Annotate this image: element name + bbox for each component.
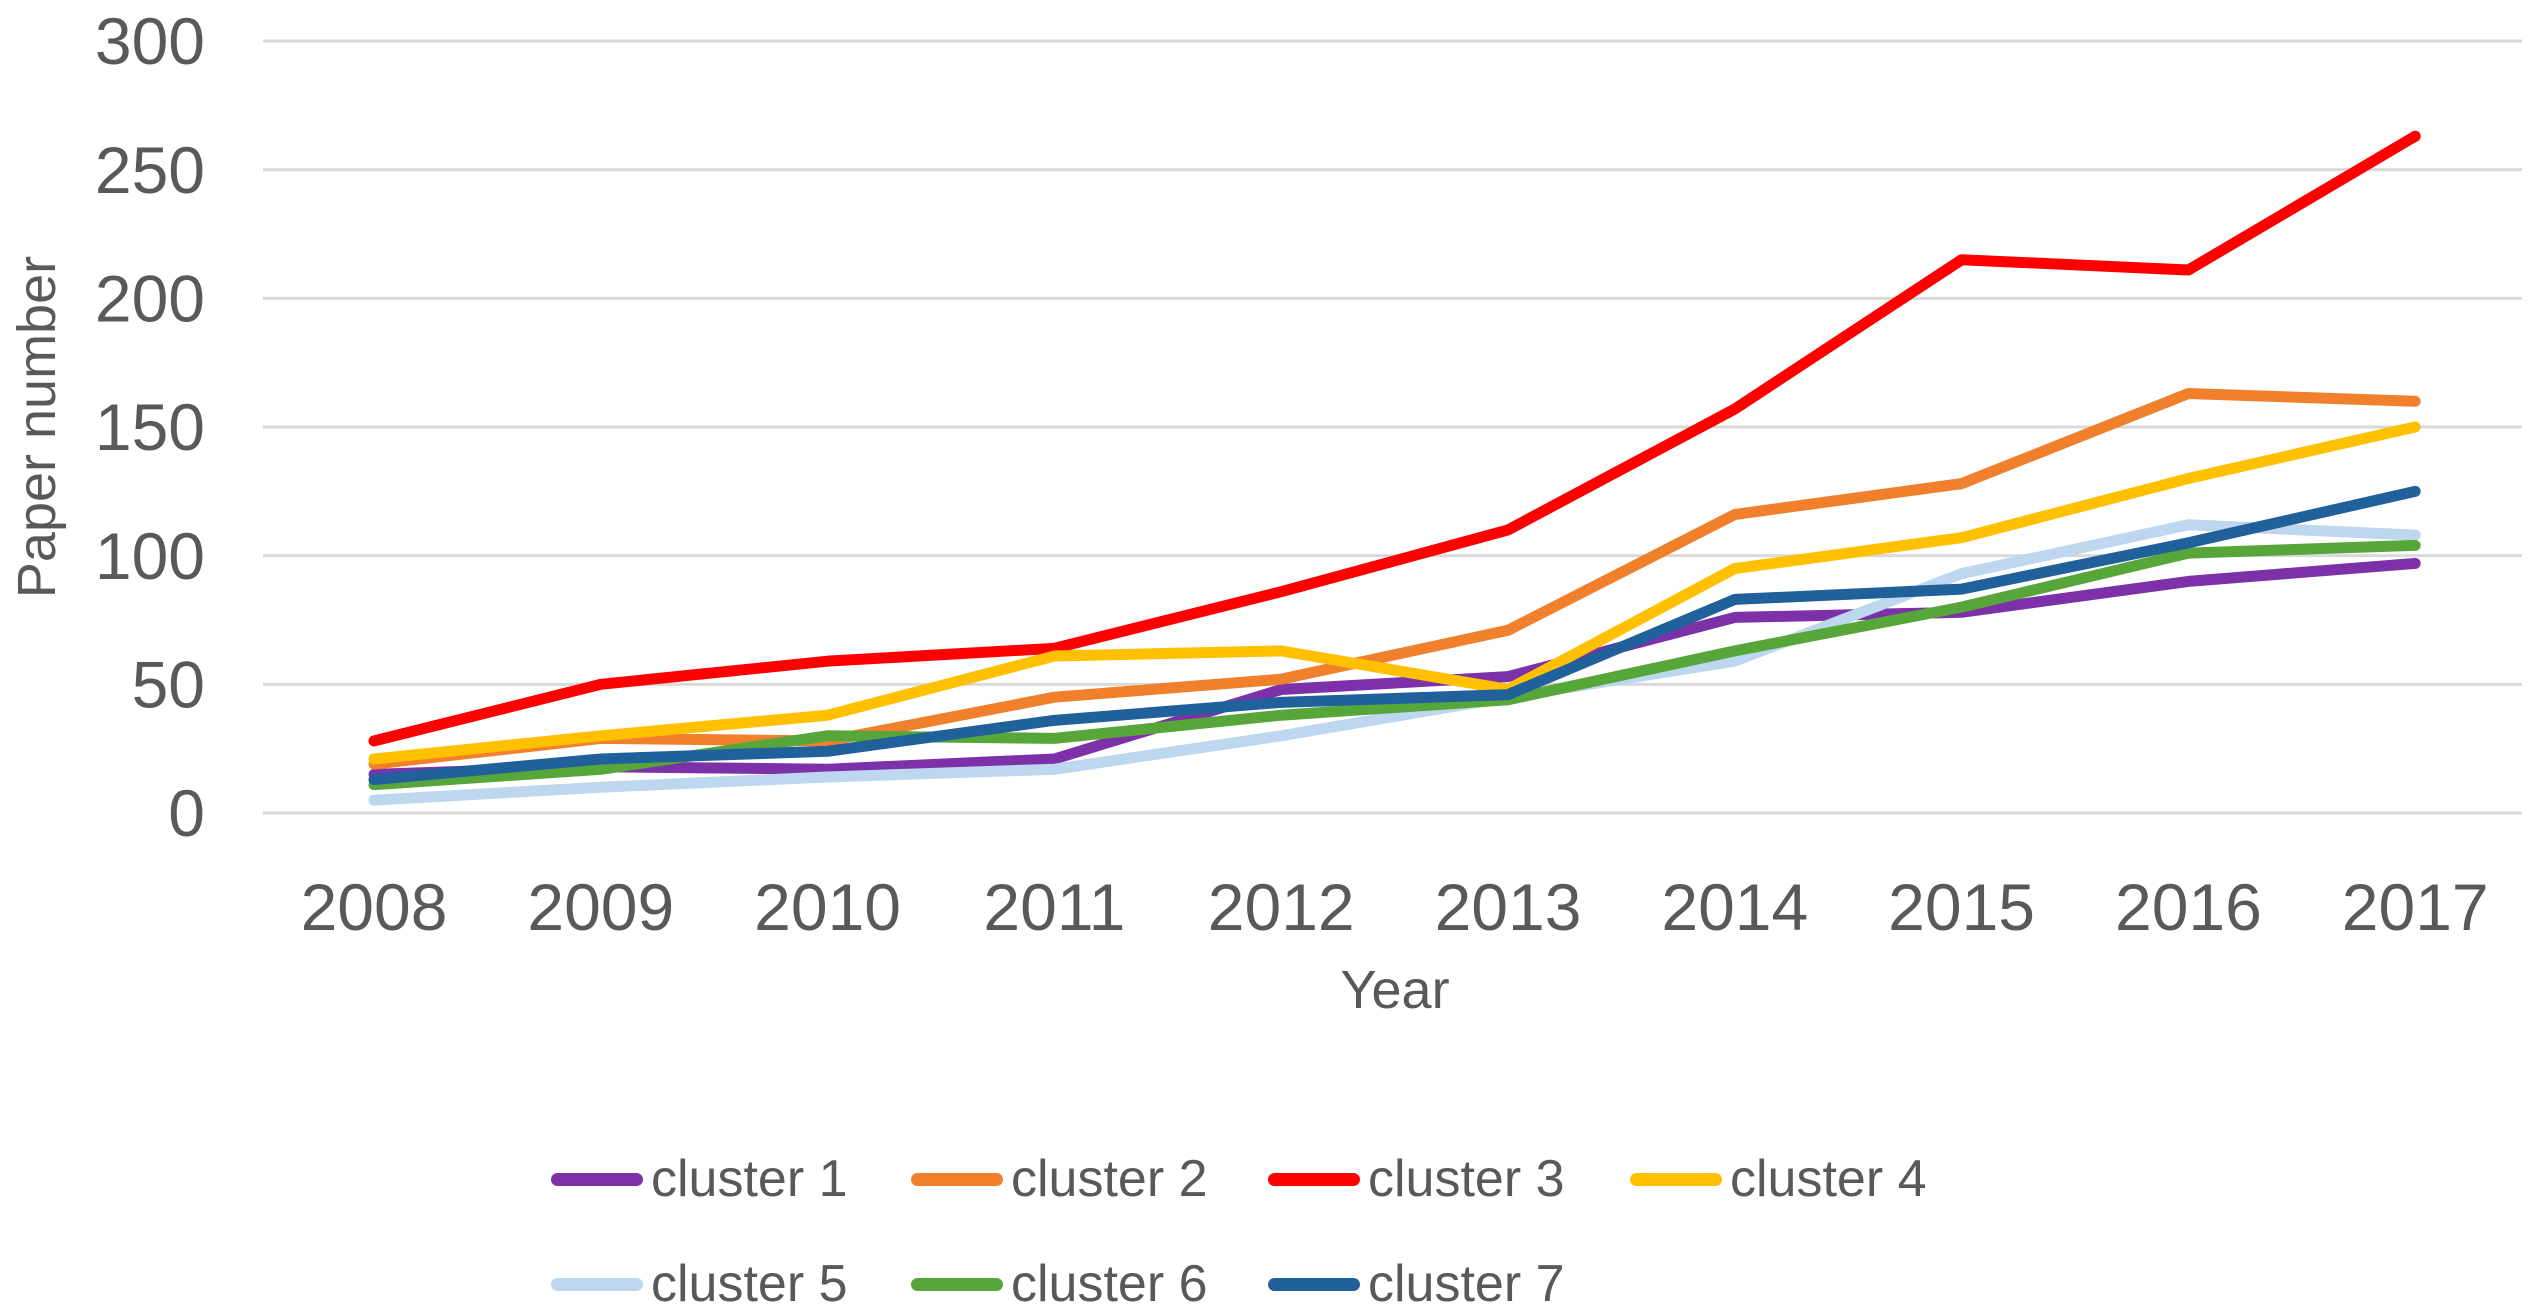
y-tick-label: 300 (95, 4, 205, 78)
x-axis-tick-labels: 2008 2009 2010 2011 2012 2013 2014 2015 2016 2017 (301, 870, 2489, 944)
x-tick-label: 2016 (2115, 870, 2262, 944)
series-line-cluster-3 (368, 130, 2421, 747)
x-tick-label: 2012 (1208, 870, 1355, 944)
series-line-cluster-4 (368, 421, 2421, 765)
legend-swatch-icon (551, 1277, 643, 1291)
x-axis-title: Year (1340, 960, 1449, 1020)
legend-row-1: cluster 1 cluster 2 cluster 3 cluster 4 (0, 1148, 2538, 1210)
y-tick-label: 250 (95, 133, 205, 207)
series-line-cluster-5 (368, 519, 2421, 806)
y-axis-title: Paper number (7, 256, 67, 598)
legend-item-cluster-7: cluster 7 (1268, 1253, 1565, 1312)
series-lines-group (368, 130, 2421, 806)
series-line-cluster-2 (368, 388, 2421, 770)
legend-row-2: cluster 5 cluster 6 cluster 7 (0, 1253, 2538, 1312)
legend-label: cluster 2 (1011, 1150, 1208, 1208)
x-tick-label: 2011 (983, 870, 1125, 944)
legend-swatch-icon (911, 1277, 1003, 1291)
legend-swatch-icon (1268, 1277, 1360, 1291)
legend-item-cluster-4: cluster 4 (1630, 1148, 1927, 1210)
legend-swatch-icon (1268, 1172, 1360, 1186)
y-tick-label: 200 (95, 261, 205, 335)
x-tick-label: 2015 (1888, 870, 2035, 944)
x-tick-label: 2013 (1435, 870, 1582, 944)
x-tick-label: 2009 (527, 870, 674, 944)
legend-item-cluster-6: cluster 6 (911, 1253, 1208, 1312)
legend-label: cluster 1 (651, 1150, 848, 1208)
series-line-cluster-7 (368, 485, 2421, 786)
legend-label: cluster 3 (1368, 1150, 1565, 1208)
x-tick-label: 2017 (2342, 870, 2489, 944)
legend-label: cluster 4 (1730, 1150, 1927, 1208)
y-tick-label: 150 (95, 390, 205, 464)
legend-item-cluster-2: cluster 2 (911, 1148, 1208, 1210)
x-tick-label: 2014 (1661, 870, 1808, 944)
legend-swatch-icon (911, 1172, 1003, 1186)
y-tick-label: 0 (168, 776, 205, 850)
legend-item-cluster-1: cluster 1 (551, 1148, 848, 1210)
y-tick-label: 50 (132, 647, 205, 721)
x-tick-label: 2010 (754, 870, 901, 944)
x-tick-label: 2008 (301, 870, 448, 944)
y-tick-label: 100 (95, 519, 205, 593)
y-axis-tick-labels: 0 50 100 150 200 250 300 (95, 4, 205, 850)
legend-swatch-icon (1630, 1172, 1722, 1186)
series-line-cluster-1 (368, 557, 2421, 780)
legend-item-cluster-5: cluster 5 (551, 1253, 848, 1312)
legend-label: cluster 7 (1368, 1255, 1565, 1312)
legend-label: cluster 5 (651, 1255, 848, 1312)
legend-label: cluster 6 (1011, 1255, 1208, 1312)
legend-swatch-icon (551, 1172, 643, 1186)
legend-item-cluster-3: cluster 3 (1268, 1148, 1565, 1210)
